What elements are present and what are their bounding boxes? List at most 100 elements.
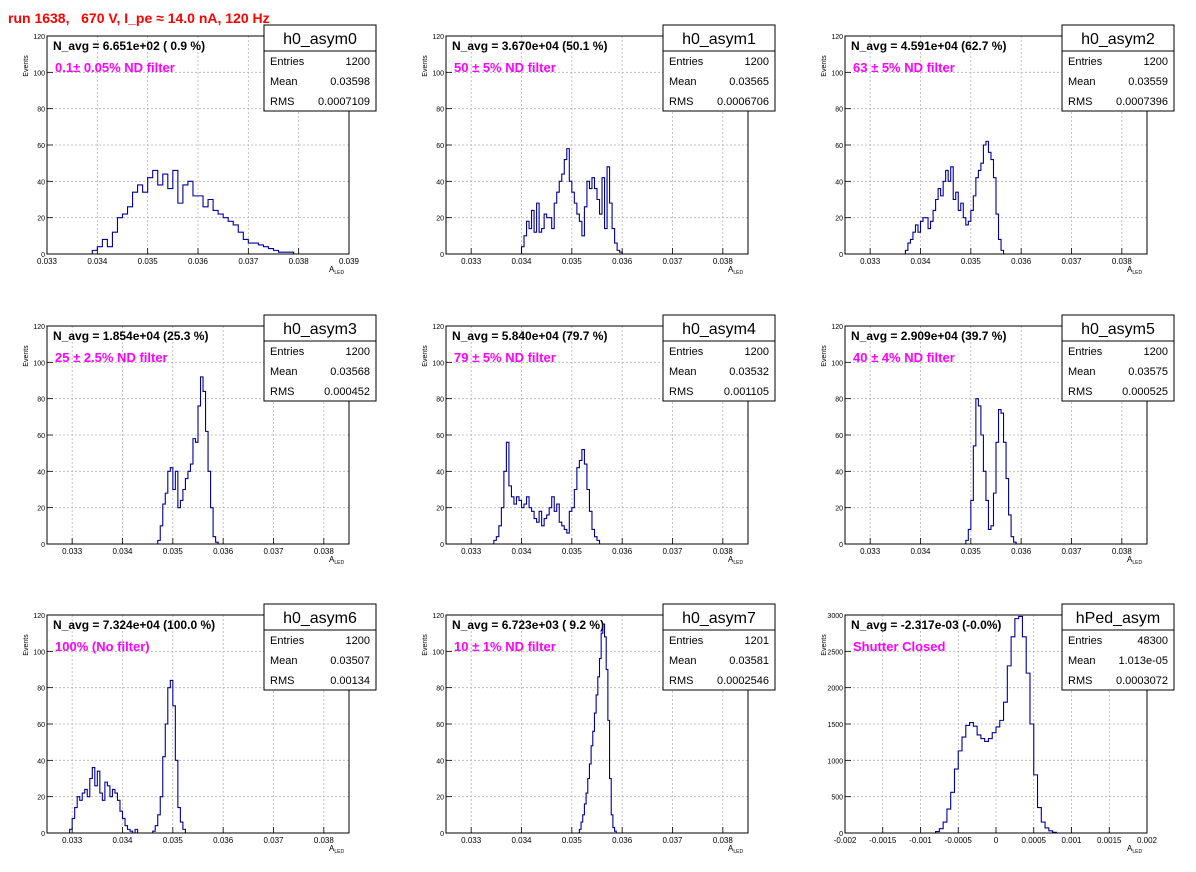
- x-tick-label: 0.033: [461, 257, 482, 266]
- stats-value: 0.03598: [330, 76, 370, 88]
- y-tick-label: 40: [436, 758, 444, 765]
- y-tick-label: 60: [436, 722, 444, 729]
- x-tick-label: 0.036: [612, 836, 633, 845]
- stats-value: 0.0006706: [717, 96, 769, 108]
- y-tick-label: 60: [37, 433, 45, 440]
- stats-hist-name: h0_asym7: [682, 610, 756, 627]
- x-tick-label: 0.0015: [1097, 836, 1122, 845]
- x-axis-title-subscript: LED: [334, 270, 344, 276]
- stats-box: [662, 603, 776, 691]
- x-tick-label: 0: [994, 836, 999, 845]
- stats-label: Entries: [270, 346, 305, 358]
- navg-label: N_avg = 1.854e+04 (25.3 %): [53, 329, 208, 343]
- y-tick-label: 0: [440, 542, 444, 549]
- x-tick-label: 0.038: [713, 257, 734, 266]
- stats-label: RMS: [270, 675, 294, 687]
- stats-value: 1200: [346, 635, 370, 647]
- x-tick-label: -0.001: [909, 836, 932, 845]
- x-axis-title: ALED: [329, 265, 344, 276]
- x-tick-label: 0.035: [961, 257, 982, 266]
- y-axis-title: Events: [821, 345, 828, 367]
- stats-hist-name: h0_asym0: [283, 31, 357, 48]
- stats-value: 1.013e-05: [1118, 655, 1168, 667]
- stats-hist-name: h0_asym6: [283, 610, 357, 627]
- stats-value: 1200: [346, 56, 370, 68]
- panel-h0_asym4: 0.033 0.034 0.035 0.036 0.037 0.038 0 20 40 60 80 1…: [422, 314, 776, 566]
- navg-label: N_avg = 3.670e+04 (50.1 %): [452, 39, 607, 53]
- y-tick-label: 100: [33, 70, 45, 77]
- y-tick-label: 120: [432, 613, 444, 620]
- panel-h0_asym7: 0.033 0.034 0.035 0.036 0.037 0.038 0 20 40 60 80 1…: [422, 603, 776, 855]
- x-axis-title-subscript: LED: [334, 560, 344, 566]
- x-axis-title: ALED: [329, 555, 344, 566]
- histogram-line: [935, 615, 1057, 833]
- y-tick-label: 40: [37, 179, 45, 186]
- x-axis-title-subscript: LED: [334, 849, 344, 855]
- navg-label: N_avg = 2.909e+04 (39.7 %): [851, 329, 1006, 343]
- y-tick-label: 120: [33, 324, 45, 331]
- y-tick-label: 120: [33, 34, 45, 41]
- stats-value: 0.03507: [330, 655, 370, 667]
- y-tick-label: 120: [432, 34, 444, 41]
- x-tick-label: 0.037: [238, 257, 259, 266]
- y-tick-label: 3000: [827, 613, 843, 620]
- y-tick-label: 60: [835, 433, 843, 440]
- x-tick-label: 0.036: [213, 836, 234, 845]
- y-tick-label: 100: [33, 649, 45, 656]
- y-tick-label: 0: [41, 542, 45, 549]
- stats-label: Mean: [1068, 655, 1096, 667]
- stats-label: RMS: [669, 386, 693, 398]
- y-tick-label: 20: [436, 506, 444, 513]
- panel-h0_asym1: 0.033 0.034 0.035 0.036 0.037 0.038 0 20 40 60 80 1…: [422, 24, 776, 276]
- y-tick-label: 40: [436, 469, 444, 476]
- stats-value: 0.03575: [1128, 366, 1168, 378]
- y-tick-label: 20: [37, 216, 45, 223]
- y-axis-title: Events: [23, 345, 30, 367]
- x-tick-label: 0.035: [562, 836, 583, 845]
- y-tick-label: 100: [831, 70, 843, 77]
- stats-value: 1200: [346, 346, 370, 358]
- stats-hist-name: h0_asym2: [1081, 31, 1155, 48]
- x-tick-label: 0.036: [1011, 257, 1032, 266]
- y-tick-label: 80: [37, 397, 45, 404]
- x-axis-title: ALED: [329, 844, 344, 855]
- histogram-line: [904, 140, 1005, 254]
- x-axis-title: ALED: [1127, 555, 1142, 566]
- x-axis-title-subscript: LED: [1132, 849, 1142, 855]
- y-tick-label: 0: [839, 252, 843, 259]
- x-tick-label: 0.033: [62, 547, 83, 556]
- stats-box: [1061, 603, 1175, 691]
- x-tick-label: 0.036: [612, 547, 633, 556]
- stats-value: 1201: [745, 635, 769, 647]
- stats-value: 0.00134: [330, 675, 370, 687]
- x-axis-title: ALED: [728, 555, 743, 566]
- x-tick-label: 0.035: [961, 547, 982, 556]
- panel-h0_asym5: 0.033 0.034 0.035 0.036 0.037 0.038 0 20 40 60 80 1…: [821, 314, 1175, 566]
- y-tick-label: 80: [835, 107, 843, 114]
- stats-value: 1200: [745, 56, 769, 68]
- x-tick-label: 0.033: [461, 836, 482, 845]
- x-tick-label: 0.034: [112, 547, 133, 556]
- navg-label: N_avg = 4.591e+04 (62.7 %): [851, 39, 1006, 53]
- stats-box: [662, 314, 776, 402]
- x-tick-label: 0.037: [263, 547, 284, 556]
- y-tick-label: 1500: [827, 722, 843, 729]
- navg-label: N_avg = 7.324e+04 (100.0 %): [53, 618, 215, 632]
- filter-annotation: 25 ± 2.5% ND filter: [55, 350, 168, 365]
- filter-annotation: 0.1± 0.05% ND filter: [55, 60, 175, 75]
- navg-label: N_avg = 5.840e+04 (79.7 %): [452, 329, 607, 343]
- navg-label: N_avg = 6.723e+03 ( 9.2 %): [452, 618, 604, 632]
- y-tick-label: 1000: [827, 758, 843, 765]
- y-tick-label: 120: [831, 34, 843, 41]
- y-tick-label: 40: [835, 469, 843, 476]
- x-tick-label: 0.035: [138, 257, 159, 266]
- x-axis-title: ALED: [728, 844, 743, 855]
- x-tick-label: 0.035: [163, 836, 184, 845]
- stats-label: Mean: [270, 655, 298, 667]
- stats-label: Entries: [669, 346, 704, 358]
- y-tick-label: 0: [839, 831, 843, 838]
- stats-label: Mean: [270, 366, 298, 378]
- panel-h0_asym0: 0.033 0.034 0.035 0.036 0.037 0.038 0.039 0 20 40…: [23, 24, 377, 276]
- stats-hist-name: h0_asym3: [283, 321, 357, 338]
- filter-annotation: 50 ± 5% ND filter: [454, 60, 556, 75]
